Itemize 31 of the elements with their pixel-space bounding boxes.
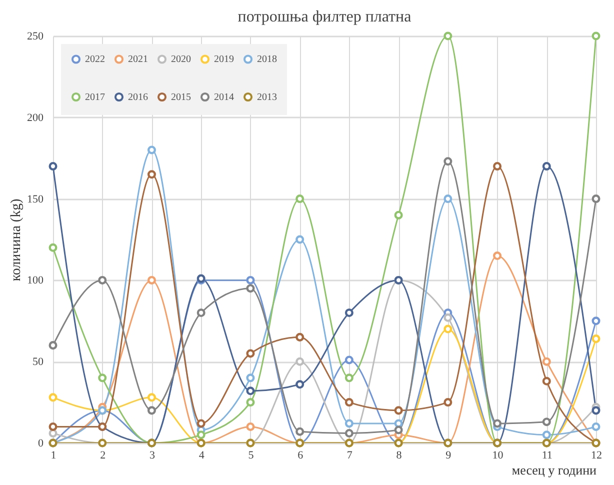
x-tick-label: 7 bbox=[346, 450, 353, 462]
y-tick-label: 0 bbox=[38, 438, 44, 450]
y-tick-label: 250 bbox=[27, 30, 44, 42]
x-tick-label: 9 bbox=[446, 450, 452, 462]
legend-label: 2021 bbox=[128, 54, 148, 66]
x-tick-label: 4 bbox=[198, 450, 205, 462]
x-tick-label: 1 bbox=[50, 450, 56, 462]
legend-label: 2015 bbox=[171, 92, 191, 103]
legend-label: 2020 bbox=[171, 54, 191, 66]
legend-label: 2022 bbox=[85, 54, 105, 66]
legend-label: 2013 bbox=[257, 92, 277, 103]
legend-label: 2017 bbox=[85, 92, 105, 103]
legend-label: 2016 bbox=[128, 92, 148, 103]
y-tick-label: 150 bbox=[27, 193, 44, 206]
x-tick-label: 12 bbox=[591, 450, 602, 462]
x-tick-label: 8 bbox=[396, 450, 402, 462]
chart-title: потрошња филтер платна bbox=[238, 8, 412, 26]
x-tick-label: 2 bbox=[100, 450, 106, 462]
legend-label: 2018 bbox=[257, 54, 277, 66]
y-tick-label: 100 bbox=[27, 274, 44, 287]
x-tick-label: 6 bbox=[298, 450, 304, 462]
y-tick-label: 50 bbox=[32, 356, 44, 368]
x-axis-title: месец у години bbox=[512, 462, 597, 478]
legend-label: 2014 bbox=[214, 92, 234, 103]
x-tick-label: 10 bbox=[492, 450, 504, 462]
y-axis-title: количина (kg) bbox=[9, 198, 24, 282]
y-tick-label: 200 bbox=[27, 112, 44, 124]
x-tick-label: 5 bbox=[248, 450, 254, 462]
x-tick-label: 3 bbox=[149, 450, 156, 462]
legend-label: 2019 bbox=[214, 54, 234, 66]
x-tick-label: 11 bbox=[542, 450, 552, 462]
